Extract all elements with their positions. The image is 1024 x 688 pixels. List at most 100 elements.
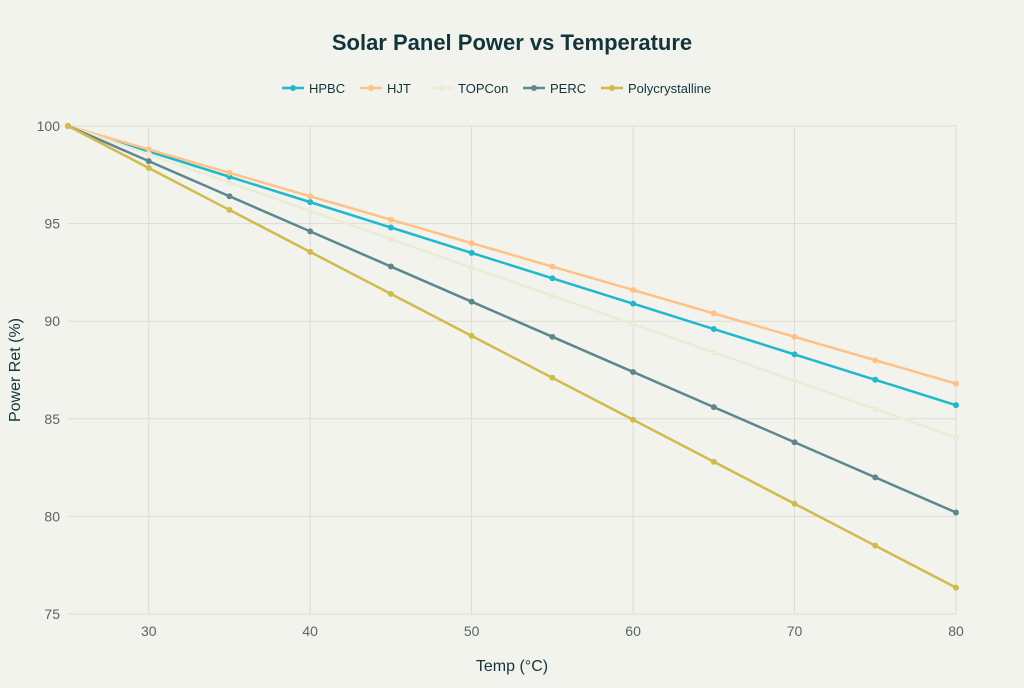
data-point: [468, 240, 475, 247]
data-point: [953, 380, 959, 387]
series-line: [67, 124, 957, 385]
data-point: [630, 321, 637, 328]
y-tick-label: 85: [44, 411, 60, 427]
data-point: [226, 179, 233, 186]
y-axis-ticks: 75 80 85 90 95 100: [37, 118, 61, 622]
data-point: [872, 406, 879, 413]
data-point: [953, 584, 959, 591]
data-point: [307, 248, 314, 255]
data-point: [145, 164, 152, 171]
series-group: [65, 123, 959, 591]
legend-label: TOPCon: [458, 81, 508, 96]
legend-item-hpbc: HPBC: [282, 81, 345, 96]
legend-item-topcon: TOPCon: [431, 81, 508, 96]
legend-item-hjt: HJT: [360, 81, 411, 96]
legend-label: Polycrystalline: [628, 81, 711, 96]
data-point: [549, 275, 556, 282]
y-tick-label: 95: [44, 216, 60, 232]
data-point: [226, 193, 233, 200]
data-point: [307, 228, 314, 235]
data-point: [226, 206, 233, 213]
data-point: [549, 333, 556, 340]
data-point: [710, 458, 717, 465]
legend-marker: [609, 85, 615, 91]
x-tick-label: 40: [302, 623, 318, 639]
data-point: [953, 509, 959, 516]
legend-item-polycrystalline: Polycrystalline: [601, 81, 711, 96]
data-point: [710, 326, 717, 333]
legend-marker: [439, 85, 445, 91]
series-hpbc: [65, 123, 959, 409]
y-axis-label: Power Ret (%): [7, 318, 24, 422]
data-point: [387, 263, 394, 270]
x-tick-label: 70: [787, 623, 803, 639]
data-point: [953, 402, 959, 409]
y-tick-label: 100: [37, 118, 61, 134]
data-point: [468, 264, 475, 271]
series-polycrystalline: [65, 123, 959, 591]
series-line: [67, 124, 957, 407]
data-point: [65, 123, 71, 129]
data-point: [953, 434, 959, 441]
series-line: [67, 124, 957, 589]
legend-marker: [290, 85, 296, 91]
data-point: [630, 416, 637, 423]
x-tick-label: 30: [141, 623, 157, 639]
data-point: [307, 199, 314, 206]
legend-marker: [368, 85, 374, 91]
data-point: [387, 236, 394, 243]
data-point: [468, 332, 475, 339]
y-tick-label: 75: [44, 606, 60, 622]
series-topcon: [65, 123, 959, 441]
data-point: [791, 351, 798, 358]
data-point: [145, 158, 152, 165]
data-point: [468, 249, 475, 256]
legend: HPBC HJT TOPCon PERC Polycrystalline: [282, 81, 711, 96]
y-tick-label: 80: [44, 508, 60, 524]
legend-label: HPBC: [309, 81, 345, 96]
legend-marker: [531, 85, 537, 91]
data-point: [791, 439, 798, 446]
data-point: [387, 216, 394, 223]
legend-item-perc: PERC: [523, 81, 586, 96]
data-point: [549, 374, 556, 381]
data-point: [872, 474, 879, 481]
data-point: [145, 146, 152, 153]
data-point: [630, 286, 637, 293]
x-axis-label: Temp (°C): [476, 658, 548, 675]
legend-label: PERC: [550, 81, 586, 96]
data-point: [872, 542, 879, 549]
data-point: [307, 193, 314, 200]
series-perc: [65, 123, 959, 516]
data-point: [791, 500, 798, 507]
x-tick-label: 80: [948, 623, 964, 639]
data-point: [307, 207, 314, 214]
x-tick-label: 50: [464, 623, 480, 639]
data-point: [145, 151, 152, 158]
gridlines: [68, 125, 957, 615]
data-point: [468, 298, 475, 305]
x-tick-label: 60: [625, 623, 641, 639]
data-point: [630, 368, 637, 375]
chart-title: Solar Panel Power vs Temperature: [332, 30, 692, 55]
data-point: [872, 376, 879, 383]
data-point: [710, 349, 717, 356]
data-point: [872, 357, 879, 364]
data-point: [226, 169, 233, 176]
y-tick-label: 90: [44, 313, 60, 329]
data-point: [710, 310, 717, 317]
data-point: [549, 263, 556, 270]
legend-label: HJT: [387, 81, 411, 96]
series-hjt: [65, 123, 959, 387]
data-point: [549, 292, 556, 299]
data-point: [387, 290, 394, 297]
data-point: [791, 377, 798, 384]
x-axis-ticks: 30 40 50 60 70 80: [141, 623, 964, 639]
series-line: [67, 124, 957, 439]
data-point: [630, 300, 637, 307]
data-point: [791, 333, 798, 340]
data-point: [387, 224, 394, 231]
series-line: [67, 124, 957, 514]
data-point: [710, 404, 717, 411]
